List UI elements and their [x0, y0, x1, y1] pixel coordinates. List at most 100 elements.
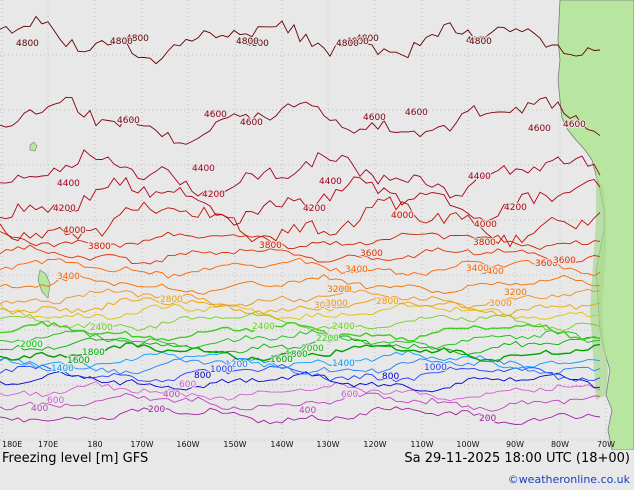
contour-label: 1400 — [51, 364, 74, 374]
contour-label: 4200 — [202, 190, 225, 200]
contour-label: 4600 — [117, 116, 140, 126]
contour-label: 3200 — [327, 285, 350, 295]
contour-label: 3600 — [553, 256, 576, 266]
map-title: Freezing level [m] GFS — [2, 451, 149, 466]
contour-label: 1600 — [67, 356, 90, 366]
contour-line-1200 — [0, 356, 601, 376]
contour-line-400 — [0, 392, 601, 412]
contour-label: 4800 — [356, 34, 379, 44]
contour-label: 4800 — [110, 37, 133, 47]
contour-label: 3400 — [481, 267, 504, 277]
contour-label: 1800 — [82, 348, 105, 358]
valid-time: Sa 29-11-2025 18:00 UTC (18+00) — [404, 451, 630, 466]
contour-label: 4800 — [469, 37, 492, 47]
contour-label: 3800 — [473, 238, 496, 248]
contour-label: 1200 — [225, 360, 248, 370]
contour-label: 3400 — [345, 265, 368, 275]
contour-line-2200 — [0, 321, 601, 342]
longitude-tick-label: 170E — [38, 440, 58, 449]
longitude-tick-label: 160W — [176, 440, 199, 449]
contour-label: 4000 — [391, 211, 414, 221]
contour-label: 3600 — [535, 259, 558, 269]
longitude-tick-label: 90W — [506, 440, 524, 449]
contour-label: 4200 — [303, 204, 326, 214]
contour-line-2000 — [0, 329, 601, 350]
contour-label: 800 — [382, 372, 399, 382]
contour-label: 1800 — [285, 350, 308, 360]
contour-label: 2200 — [316, 334, 339, 344]
longitude-tick-label: 100W — [456, 440, 479, 449]
contour-label: 600 — [179, 380, 196, 390]
contour-label: 4400 — [192, 164, 215, 174]
contour-label: 1400 — [332, 359, 355, 369]
contour-line-3600 — [0, 244, 601, 265]
credit-link[interactable]: ©weatheronline.co.uk — [507, 473, 630, 486]
longitude-tick-label: 110W — [410, 440, 433, 449]
contour-line-2600 — [0, 302, 601, 320]
contour-label: 200 — [148, 405, 165, 415]
longitude-tick-label: 80W — [551, 440, 569, 449]
longitude-tick-label: 120W — [363, 440, 386, 449]
andes-highland — [590, 175, 608, 400]
contour-label: 3000 — [325, 299, 348, 309]
contour-label: 2800 — [160, 295, 183, 305]
longitude-tick-label: 70W — [597, 440, 615, 449]
contour-line-3000 — [0, 288, 601, 309]
contour-line-200 — [0, 406, 601, 425]
contour-label: 3200 — [329, 285, 352, 295]
contour-line-600 — [0, 381, 601, 402]
longitude-tick-label: 180E — [2, 440, 22, 449]
contour-label: 4200 — [53, 204, 76, 214]
longitude-tick-label: 180 — [87, 440, 102, 449]
contour-label: 4400 — [57, 179, 80, 189]
contour-label: 400 — [299, 406, 316, 416]
longitude-tick-label: 150W — [223, 440, 246, 449]
contour-label: 4800 — [126, 34, 149, 44]
contour-label: 4800 — [246, 39, 269, 49]
contour-label: 4000 — [474, 220, 497, 230]
contour-label: 4000 — [63, 226, 86, 236]
contour-line-4400 — [0, 149, 601, 199]
contour-label: 4800 — [466, 36, 489, 46]
contour-label: 3800 — [259, 241, 282, 251]
contour-label: 4600 — [240, 118, 263, 128]
contour-label: 400 — [163, 390, 180, 400]
contour-line-4000 — [0, 196, 601, 248]
contour-label: 400 — [31, 404, 48, 414]
contour-label: 2400 — [332, 322, 355, 332]
contour-label: 2800 — [376, 297, 399, 307]
contour-label: 2400 — [252, 322, 275, 332]
contour-label: 4600 — [405, 108, 428, 118]
contour-line-1400 — [0, 350, 601, 370]
contour-label: 1000 — [424, 363, 447, 373]
contour-line-1800 — [0, 335, 601, 355]
contour-label: 3400 — [466, 264, 489, 274]
contour-line-4200 — [0, 176, 601, 226]
contour-line-3200 — [0, 274, 601, 295]
contour-line-4600 — [0, 96, 601, 145]
contour-line-2800 — [0, 296, 601, 317]
longitude-axis: 180E 170E 180 170W 160W 150W 140W 130W 120W 110W 1… — [2, 440, 615, 449]
contour-label: 2000 — [20, 340, 43, 350]
longitude-tick-label: 170W — [130, 440, 153, 449]
contour-label: 4400 — [468, 172, 491, 182]
contour-label: 4600 — [528, 124, 551, 134]
contour-label: 4600 — [363, 113, 386, 123]
contour-label: 3200 — [504, 288, 527, 298]
contour-label: 3800 — [88, 242, 111, 252]
contour-label: 4800 — [346, 37, 369, 47]
contour-label: 4600 — [204, 110, 227, 120]
contour-label: 800 — [194, 371, 211, 381]
contour-label: 4800 — [236, 37, 259, 47]
contour-line-4800 — [0, 15, 601, 65]
contour-label: 2400 — [90, 323, 113, 333]
contour-label: 1600 — [270, 355, 293, 365]
contour-label: 3400 — [57, 272, 80, 282]
contour-label: 3000 — [314, 301, 337, 311]
contour-line-3800 — [0, 231, 601, 251]
contour-label: 600 — [47, 396, 64, 406]
contour-label: 4800 — [336, 39, 359, 49]
